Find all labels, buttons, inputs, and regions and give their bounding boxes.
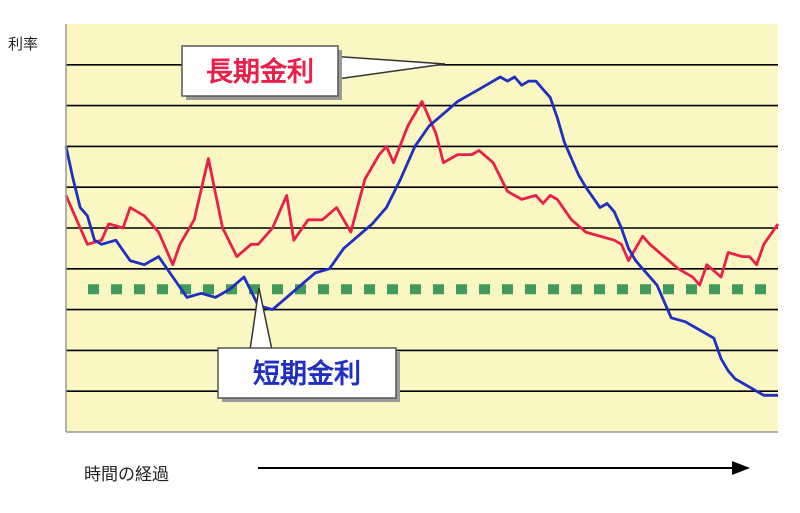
callout-long-term-label: 長期金利 [206,56,314,88]
series-line-short-term [64,75,778,397]
x-axis-label: 時間の経過 [84,465,169,485]
callout-short-term-label: 短期金利 [253,358,361,390]
series-group [64,75,780,397]
y-axis-label: 利率 [8,35,38,53]
time-arrow [258,461,750,475]
time-arrow-head [732,461,750,475]
callout-long-term: 長期金利 [181,45,446,100]
callout-long-term-box [181,45,339,97]
callout-short-term: 短期金利 [217,287,400,402]
plot-frame [65,24,778,433]
callout-short-term-box [217,347,397,399]
series-line-long-term [64,100,780,287]
